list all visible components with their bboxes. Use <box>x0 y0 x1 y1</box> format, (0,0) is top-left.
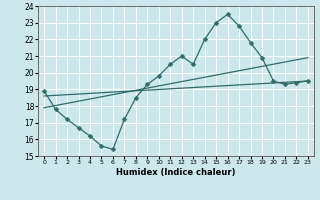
X-axis label: Humidex (Indice chaleur): Humidex (Indice chaleur) <box>116 168 236 177</box>
